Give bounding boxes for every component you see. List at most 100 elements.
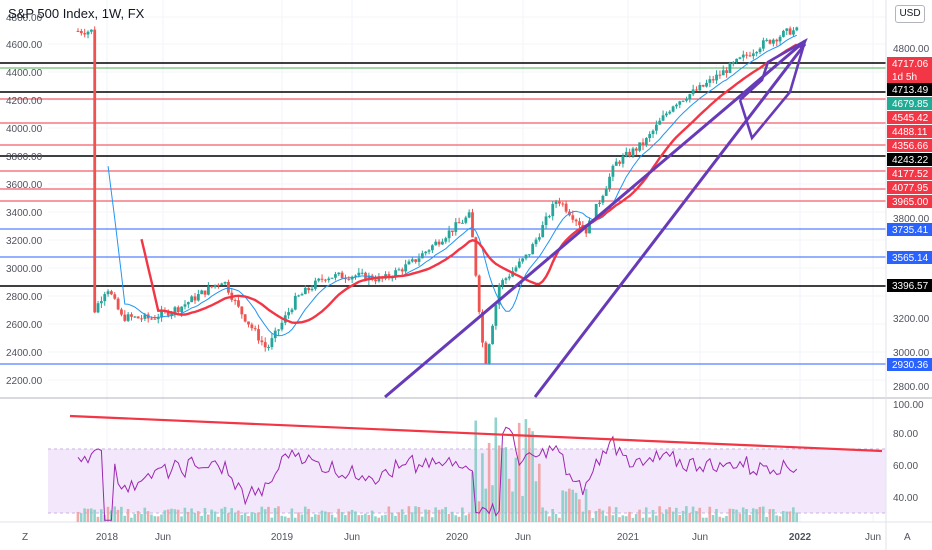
- volume-bar: [410, 512, 414, 522]
- volume-bar: [357, 515, 361, 522]
- volume-bar: [654, 515, 658, 522]
- candle-body: [477, 275, 481, 312]
- volume-bar: [441, 509, 444, 522]
- volume-bar: [718, 516, 722, 522]
- candle-body: [357, 272, 361, 276]
- candle-body: [688, 94, 692, 100]
- candle-body: [330, 277, 334, 279]
- volume-bar: [307, 508, 310, 522]
- moving-average-slow: [140, 43, 798, 325]
- candle-body: [203, 290, 207, 295]
- candle-body: [641, 142, 645, 146]
- candle-body: [691, 89, 695, 95]
- candle-body: [377, 276, 381, 282]
- candle-body: [792, 30, 795, 35]
- price-badge: [887, 83, 932, 96]
- volume-bar: [782, 511, 785, 522]
- volume-bar: [578, 499, 581, 522]
- candle-body: [447, 230, 451, 239]
- candle-body: [297, 295, 301, 297]
- candle-body: [166, 311, 170, 316]
- candle-body: [681, 100, 685, 102]
- candle-body: [474, 237, 478, 276]
- volume-bar: [93, 509, 96, 522]
- candle-body: [618, 161, 622, 164]
- price-badge-label: 4356.66: [892, 141, 929, 152]
- candle-body: [160, 310, 163, 318]
- candle-body: [300, 294, 304, 296]
- candle-body: [685, 99, 688, 101]
- volume-bar: [364, 513, 367, 522]
- candle-body: [487, 344, 491, 364]
- volume-bar: [407, 506, 411, 522]
- price-badge-label: 4077.95: [892, 183, 929, 194]
- candle-body: [537, 237, 541, 240]
- candle-body: [290, 309, 294, 313]
- volume-bar: [397, 512, 401, 522]
- volume-bar: [116, 509, 120, 522]
- volume-bar: [671, 511, 675, 522]
- candle-body: [200, 290, 204, 295]
- moving-average-fast: [107, 34, 797, 337]
- candle-body: [544, 216, 548, 226]
- price-badge-label: 4545.42: [892, 113, 929, 124]
- volume-bar: [678, 514, 681, 522]
- volume-bar: [394, 515, 397, 522]
- volume-bar: [524, 419, 528, 522]
- candle-body: [247, 321, 250, 325]
- left-axis-tick: 4800.00: [6, 13, 43, 24]
- candle-body: [661, 115, 665, 121]
- volume-bar: [330, 514, 334, 522]
- volume-bar: [681, 510, 685, 522]
- candle-body: [554, 201, 558, 205]
- left-axis-tick: 2200.00: [6, 376, 43, 387]
- candle-body: [270, 338, 274, 348]
- candle-body: [517, 261, 521, 268]
- volume-bar: [531, 431, 534, 522]
- volume-bar: [641, 517, 645, 522]
- left-axis-tick: 3400.00: [6, 208, 43, 219]
- grid: [48, 0, 886, 522]
- volume-bar: [253, 513, 257, 522]
- price-badge-label: 4243.22: [892, 155, 929, 166]
- volume-bar: [698, 507, 702, 522]
- candle-body: [521, 258, 525, 262]
- candle-body: [417, 258, 421, 262]
- candle-body: [414, 259, 418, 262]
- candle-body: [768, 39, 772, 44]
- candle-body: [257, 329, 260, 341]
- candle-body: [628, 151, 632, 157]
- right-axis-tick: 3000.00: [893, 348, 930, 359]
- volume-bar: [277, 506, 280, 522]
- currency-label[interactable]: USD: [895, 5, 925, 23]
- candle-body: [220, 283, 224, 285]
- candle-body: [671, 106, 675, 112]
- candle-body: [561, 203, 565, 205]
- volume-bar: [437, 509, 441, 522]
- candle-body: [721, 70, 725, 76]
- rsi-line: [69, 414, 883, 521]
- volume-bar: [471, 472, 474, 522]
- volume-bar: [451, 511, 454, 522]
- volume-bar: [644, 507, 648, 522]
- candle-body: [130, 314, 133, 317]
- candle-body: [771, 39, 775, 44]
- volume-bar: [751, 508, 755, 522]
- volume-bar: [270, 517, 274, 522]
- candle-body: [761, 40, 765, 49]
- left-axis-tick: 3600.00: [6, 180, 43, 191]
- volume-bar: [628, 511, 631, 522]
- candle-body: [267, 347, 270, 349]
- volume-bar: [280, 515, 284, 522]
- volume-bar: [745, 509, 748, 522]
- price-badge-label: 4717.06: [892, 59, 929, 70]
- volume-bar: [203, 507, 207, 522]
- volume-bar: [621, 515, 625, 522]
- candle-body: [437, 241, 441, 245]
- candle-body: [360, 272, 364, 274]
- volume-bar: [344, 515, 347, 522]
- candle-body: [497, 285, 501, 305]
- volume-bar: [624, 516, 628, 522]
- candle-body: [584, 227, 588, 234]
